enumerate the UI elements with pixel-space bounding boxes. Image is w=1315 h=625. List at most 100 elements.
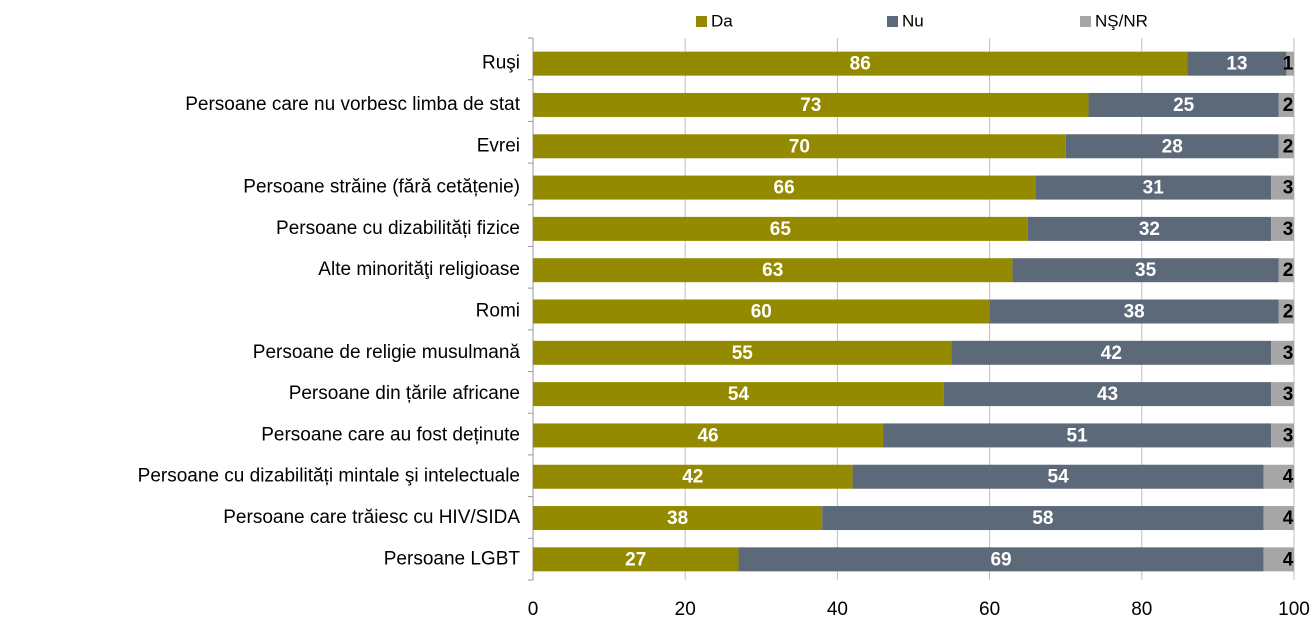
data-label: 60 [751, 302, 772, 323]
data-label: 3 [1283, 425, 1294, 446]
data-label: 3 [1283, 384, 1294, 405]
bar-segment [1271, 423, 1294, 448]
bar-segment [533, 382, 944, 407]
data-label: 4 [1283, 467, 1294, 488]
x-tick-label: 0 [528, 599, 539, 620]
data-label: 54 [728, 384, 750, 405]
data-label: 46 [697, 425, 718, 446]
data-label: 55 [732, 343, 754, 364]
bar-segment [533, 464, 853, 489]
data-label: 3 [1283, 178, 1294, 199]
data-label: 38 [1124, 302, 1145, 323]
data-label: 32 [1139, 219, 1160, 240]
bar-segment [738, 547, 1264, 572]
y-tick-label: Ruşi [482, 53, 520, 74]
bar-segment [1065, 134, 1279, 159]
bar-segment [533, 340, 952, 365]
bar-segment [1263, 464, 1294, 489]
data-label: 2 [1283, 302, 1294, 323]
data-label: 28 [1162, 136, 1183, 157]
bar-segment [1278, 299, 1294, 324]
legend-label: Da [711, 11, 733, 30]
data-label: 2 [1283, 95, 1294, 116]
data-label: 42 [682, 467, 703, 488]
data-label: 66 [774, 178, 795, 199]
y-tick-label: Persoane care trăiesc cu HIV/SIDA [223, 507, 520, 528]
bar-segment [1035, 175, 1272, 200]
data-label: 1 [1283, 54, 1294, 75]
data-label: 38 [667, 508, 688, 529]
legend-swatch [1080, 16, 1091, 27]
data-label: 4 [1283, 549, 1294, 570]
x-tick-label: 100 [1278, 599, 1310, 620]
legend-label: NŞ/NR [1095, 11, 1148, 30]
data-label: 70 [789, 136, 810, 157]
bar-segment [1271, 340, 1294, 365]
bar-segment [533, 175, 1036, 200]
data-label: 25 [1173, 95, 1195, 116]
bar-segment [1278, 258, 1294, 283]
y-tick-label: Persoane care nu vorbesc limba de stat [185, 94, 521, 115]
data-label: 73 [800, 95, 821, 116]
bar-segment [1263, 547, 1294, 572]
data-label: 69 [990, 549, 1011, 570]
bar-segment [1271, 175, 1294, 200]
bar-segment [533, 547, 739, 572]
bar-segment [1286, 51, 1294, 76]
bar-segment [533, 134, 1066, 159]
data-label: 43 [1097, 384, 1118, 405]
x-tick-label: 60 [979, 599, 1000, 620]
data-label: 42 [1101, 343, 1122, 364]
bar-segment [533, 423, 884, 448]
legend-swatch [696, 16, 707, 27]
data-label: 3 [1283, 219, 1294, 240]
bar-segment [943, 382, 1272, 407]
bar-segment [1271, 216, 1294, 241]
data-label: 51 [1067, 425, 1089, 446]
data-label: 35 [1135, 260, 1157, 281]
bar-segment [822, 506, 1264, 531]
bar-segment [852, 464, 1264, 489]
bar-segment [533, 258, 1013, 283]
bar-segment [533, 51, 1188, 76]
x-tick-label: 80 [1131, 599, 1152, 620]
bar-segment [1263, 506, 1294, 531]
y-tick-label: Romi [476, 301, 520, 322]
bar-segment [883, 423, 1272, 448]
bar-segment [533, 92, 1089, 117]
data-label: 13 [1226, 54, 1247, 75]
data-label: 54 [1048, 467, 1070, 488]
data-label: 27 [625, 549, 646, 570]
bar-segment [1012, 258, 1279, 283]
y-tick-label: Persoane cu dizabilități fizice [276, 218, 520, 239]
bar-segment [1278, 134, 1294, 159]
bar-segment [533, 506, 823, 531]
data-label: 31 [1143, 178, 1165, 199]
y-tick-label: Persoane LGBT [384, 548, 521, 569]
y-tick-label: Evrei [477, 135, 520, 156]
bar-segment [1271, 382, 1294, 407]
legend-label: Nu [902, 11, 924, 30]
x-tick-label: 40 [827, 599, 848, 620]
bar-segment [1187, 51, 1287, 76]
data-label: 86 [850, 54, 871, 75]
bar-segment [989, 299, 1279, 324]
data-label: 2 [1283, 260, 1294, 281]
data-label: 3 [1283, 343, 1294, 364]
y-tick-label: Alte minorităţi religioase [318, 259, 520, 280]
x-tick-label: 20 [675, 599, 696, 620]
y-tick-label: Persoane din țările africane [289, 383, 520, 404]
data-label: 63 [762, 260, 783, 281]
data-label: 4 [1283, 508, 1294, 529]
legend-swatch [887, 16, 898, 27]
y-tick-label: Persoane străine (fără cetățenie) [243, 177, 520, 198]
bar-segment [1027, 216, 1272, 241]
bar-segment [1088, 92, 1279, 117]
y-tick-label: Persoane de religie musulmană [253, 342, 521, 363]
bar-segment [533, 216, 1028, 241]
bar-segment [951, 340, 1272, 365]
data-label: 65 [770, 219, 792, 240]
y-tick-label: Persoane care au fost deținute [261, 424, 520, 445]
y-tick-label: Persoane cu dizabilități mintale şi inte… [138, 466, 520, 487]
